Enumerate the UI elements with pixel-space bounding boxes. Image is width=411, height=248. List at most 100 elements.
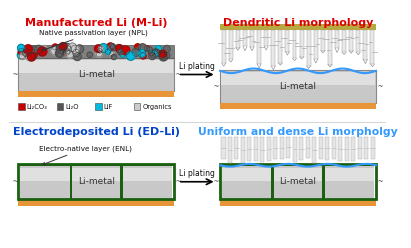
Circle shape <box>56 44 65 53</box>
Circle shape <box>51 47 59 55</box>
Circle shape <box>19 53 26 60</box>
Circle shape <box>121 46 130 55</box>
Text: Li₂O: Li₂O <box>65 104 79 110</box>
Text: Li plating: Li plating <box>179 62 215 71</box>
Bar <box>286 137 291 158</box>
Circle shape <box>99 44 108 53</box>
Circle shape <box>144 46 150 51</box>
Bar <box>18 103 25 110</box>
Circle shape <box>31 52 37 58</box>
Bar <box>370 31 374 64</box>
Text: ~: ~ <box>214 177 219 186</box>
Bar <box>236 31 240 48</box>
Circle shape <box>34 45 43 54</box>
Bar <box>293 31 296 58</box>
Bar <box>271 31 275 66</box>
Circle shape <box>59 43 67 50</box>
Bar <box>228 137 232 163</box>
Circle shape <box>73 49 80 57</box>
Bar <box>335 31 339 48</box>
Circle shape <box>107 43 114 50</box>
Circle shape <box>26 52 35 61</box>
Bar <box>18 199 174 206</box>
Bar <box>220 24 376 31</box>
Bar <box>260 137 264 162</box>
Text: Organics: Organics <box>142 104 172 110</box>
Circle shape <box>147 47 152 52</box>
Text: Electrodeposited Li (ED-Li): Electrodeposited Li (ED-Li) <box>13 127 180 137</box>
Circle shape <box>149 53 156 60</box>
Circle shape <box>158 51 166 59</box>
Circle shape <box>115 44 121 50</box>
Circle shape <box>63 43 71 51</box>
Circle shape <box>60 49 66 55</box>
Circle shape <box>73 53 81 61</box>
Circle shape <box>22 50 28 56</box>
Circle shape <box>105 49 111 54</box>
Bar <box>221 72 375 85</box>
Text: Native passivation layer (NPL): Native passivation layer (NPL) <box>39 30 148 51</box>
Bar <box>229 31 233 60</box>
Bar <box>278 31 282 63</box>
Circle shape <box>57 50 63 56</box>
Bar <box>57 103 63 110</box>
Bar <box>319 137 323 159</box>
Bar <box>332 137 336 159</box>
Bar <box>18 58 174 91</box>
Bar <box>220 164 376 166</box>
Text: ~: ~ <box>377 177 382 186</box>
Bar <box>222 168 374 181</box>
Bar <box>364 137 368 159</box>
Circle shape <box>111 54 117 60</box>
Bar <box>307 31 311 66</box>
Text: Li-metal: Li-metal <box>279 82 316 91</box>
Circle shape <box>134 44 141 50</box>
Bar <box>328 31 332 64</box>
Bar <box>293 137 297 162</box>
Bar <box>220 199 376 206</box>
Circle shape <box>68 43 76 52</box>
Circle shape <box>152 49 160 57</box>
Bar <box>286 31 289 52</box>
Circle shape <box>111 45 116 51</box>
Circle shape <box>132 48 140 56</box>
Circle shape <box>159 52 167 60</box>
Bar <box>264 31 268 46</box>
Circle shape <box>110 44 115 49</box>
Circle shape <box>153 49 158 54</box>
Circle shape <box>38 47 47 56</box>
Bar <box>342 31 346 52</box>
Bar <box>312 137 316 163</box>
Circle shape <box>66 51 74 58</box>
Circle shape <box>31 46 36 51</box>
Circle shape <box>138 49 145 57</box>
Circle shape <box>109 52 114 56</box>
Bar <box>321 31 325 51</box>
Circle shape <box>159 52 168 61</box>
Bar <box>222 31 226 63</box>
Circle shape <box>63 49 70 55</box>
Bar <box>18 164 174 166</box>
Text: Li₂CO₃: Li₂CO₃ <box>27 104 48 110</box>
Bar <box>134 103 141 110</box>
Circle shape <box>24 45 32 54</box>
Text: Dendritic Li morphology: Dendritic Li morphology <box>223 18 373 28</box>
Bar <box>358 137 362 159</box>
Circle shape <box>23 49 30 57</box>
Bar <box>349 31 353 51</box>
Circle shape <box>127 52 135 60</box>
Circle shape <box>28 53 36 61</box>
Circle shape <box>98 46 104 51</box>
Bar <box>95 103 102 110</box>
Bar <box>243 31 247 46</box>
Text: ~: ~ <box>377 82 382 91</box>
Text: ~: ~ <box>175 70 180 79</box>
Text: Electro-native layer (ENL): Electro-native layer (ENL) <box>39 145 132 165</box>
Bar <box>257 31 261 64</box>
Circle shape <box>150 50 158 58</box>
Bar <box>267 137 271 161</box>
Circle shape <box>55 49 64 58</box>
Circle shape <box>52 44 58 50</box>
Bar <box>273 137 277 159</box>
Bar <box>325 137 329 160</box>
